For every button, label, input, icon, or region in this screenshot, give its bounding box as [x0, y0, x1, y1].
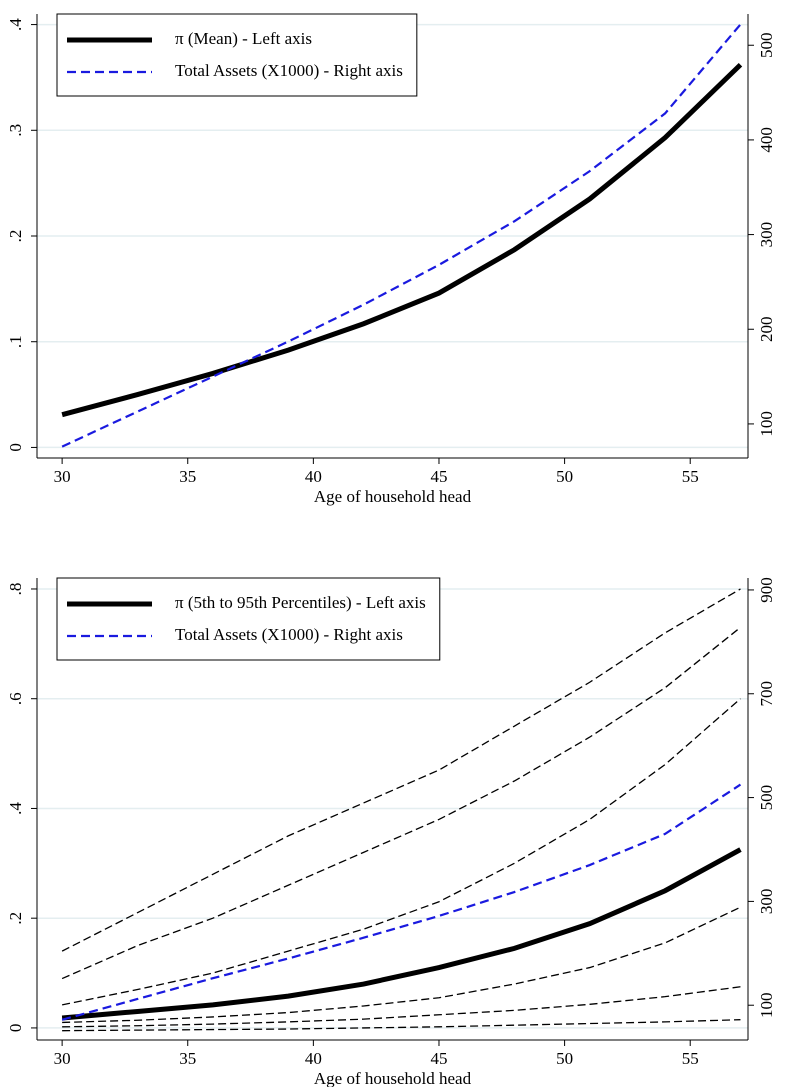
y-tick-label: .8 [6, 583, 25, 596]
y2-tick-label: 300 [757, 889, 776, 915]
y2-tick-label: 400 [757, 127, 776, 153]
chart: 0 .2 .4 .6 .8 100 300 500 700 900 30 35 40 45 50 55 Age … [6, 577, 776, 1087]
y2-tick-label: 100 [757, 992, 776, 1018]
chart: 0 .1 .2 .3 .4 100 200 300 400 500 30 35 40 45 50 55 Age … [6, 13, 776, 506]
x-tick-label: 30 [54, 1049, 71, 1068]
x-axis-label: Age of household head [314, 487, 472, 506]
y-tick-label: .3 [6, 124, 25, 137]
legend-label: Total Assets (X1000) - Right axis [175, 61, 403, 80]
legend-box [56, 13, 418, 97]
y2-tick-label: 500 [757, 785, 776, 811]
x-tick-label: 40 [305, 467, 322, 486]
line-series [62, 1019, 741, 1032]
y-tick-label: 0 [6, 1024, 25, 1033]
y-tick-label: .4 [6, 802, 25, 815]
y2-tick-label: 500 [757, 32, 776, 58]
x-tick-label: 55 [682, 1049, 699, 1068]
x-tick-label: 45 [430, 467, 447, 486]
x-tick-label: 35 [179, 1049, 196, 1068]
y2-tick-label: 300 [757, 222, 776, 248]
legend-label: Total Assets (X1000) - Right axis [175, 625, 403, 644]
legend-label: π (Mean) - Left axis [175, 29, 312, 48]
y-tick-label: .4 [6, 18, 25, 31]
line-series [61, 588, 741, 952]
line-series [62, 906, 741, 1024]
line-series [61, 783, 742, 1021]
x-tick-label: 50 [556, 1049, 573, 1068]
x-tick-label: 40 [305, 1049, 322, 1068]
line-series [61, 698, 741, 1006]
y2-tick-label: 700 [757, 681, 776, 707]
y-tick-label: .1 [6, 335, 25, 348]
x-tick-label: 45 [430, 1049, 447, 1068]
y-tick-label: .2 [6, 230, 25, 243]
x-tick-label: 55 [682, 467, 699, 486]
line-series [62, 986, 741, 1028]
y2-tick-label: 900 [757, 577, 776, 603]
legend-label: π (5th to 95th Percentiles) - Left axis [175, 593, 426, 612]
y-tick-label: .6 [6, 692, 25, 705]
legend-box [56, 577, 441, 661]
x-tick-label: 30 [54, 467, 71, 486]
line-series [61, 62, 743, 418]
line-series [61, 626, 741, 980]
y2-tick-label: 100 [757, 411, 776, 437]
y-tick-label: .2 [6, 912, 25, 925]
x-tick-label: 50 [556, 467, 573, 486]
y2-tick-label: 200 [757, 316, 776, 342]
x-tick-label: 35 [179, 467, 196, 486]
x-axis-label: Age of household head [314, 1069, 472, 1087]
line-series [61, 847, 742, 1021]
y-tick-label: 0 [6, 443, 25, 452]
